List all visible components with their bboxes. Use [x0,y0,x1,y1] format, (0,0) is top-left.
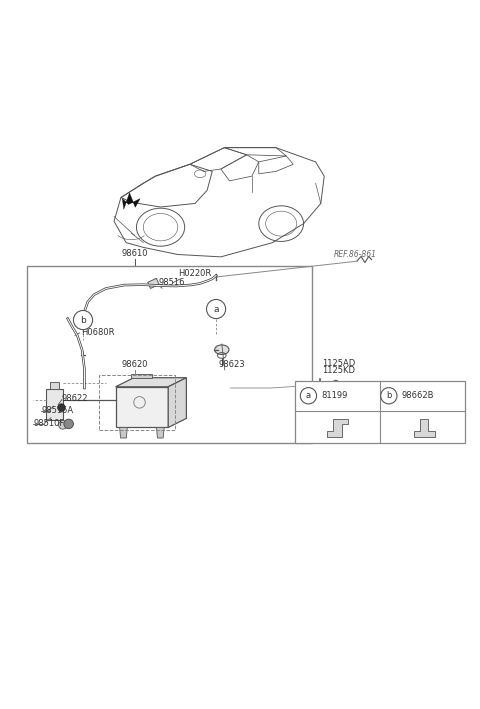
Bar [132,374,153,378]
Polygon shape [327,418,348,437]
Circle shape [73,311,93,330]
Bar [27,266,312,443]
Text: 98510F: 98510F [33,420,64,428]
Circle shape [64,419,73,429]
Text: H0220R: H0220R [178,269,211,278]
Bar [148,279,159,289]
Circle shape [381,388,397,404]
Circle shape [58,404,65,411]
Bar [295,381,465,443]
Polygon shape [122,193,140,209]
Circle shape [59,420,67,429]
Text: 98610: 98610 [121,249,148,258]
Text: 81199: 81199 [322,391,348,401]
Text: 98662B: 98662B [402,391,434,401]
Text: a: a [306,391,311,401]
Bar [49,381,59,389]
Text: REF.86-861: REF.86-861 [333,250,376,259]
Polygon shape [116,378,186,387]
Text: 98515A: 98515A [41,406,73,415]
Polygon shape [156,428,164,438]
Bar [99,375,175,430]
Text: a: a [213,305,219,313]
Polygon shape [116,387,168,428]
Polygon shape [120,428,127,438]
Text: 1125AD: 1125AD [323,359,356,368]
Text: 98622: 98622 [62,394,88,403]
Text: 98516: 98516 [158,279,185,287]
Text: 1125KD: 1125KD [323,366,355,374]
Text: 98623: 98623 [218,360,245,369]
Text: b: b [386,391,392,401]
Polygon shape [414,420,435,437]
Circle shape [300,388,317,404]
Polygon shape [168,378,186,428]
Text: H0680R: H0680R [81,328,115,337]
Text: b: b [80,316,86,325]
Bar [46,389,63,420]
Text: 98620: 98620 [121,360,148,369]
Circle shape [206,299,226,318]
Ellipse shape [215,345,229,354]
